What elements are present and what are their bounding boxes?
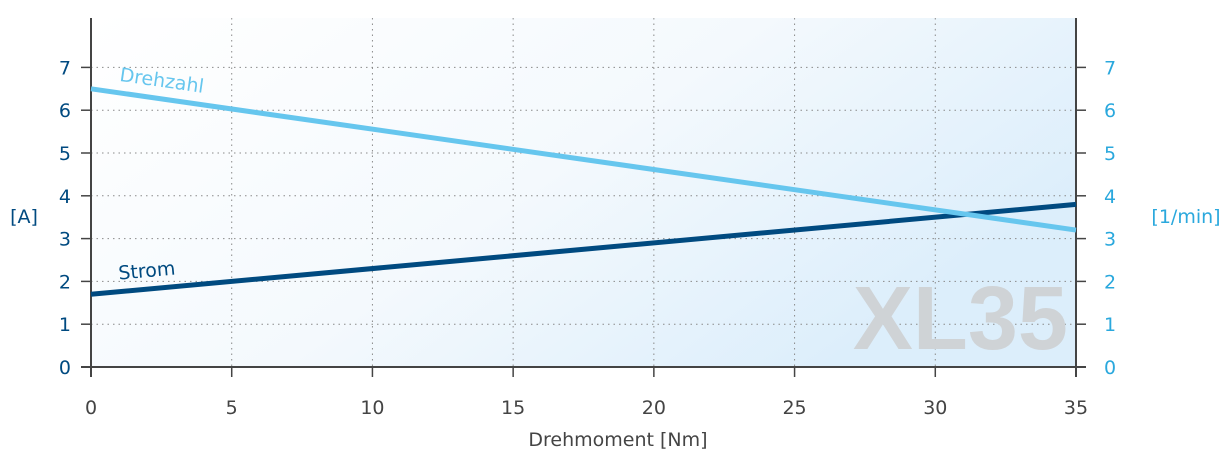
x-tick-label: 30	[923, 397, 947, 419]
left-axis-title: [A]	[10, 206, 38, 228]
tick-labels: 0 1 2 3 4 5 6 7 0 1 2 3 4 5 6 7 0 5 10 15 20 25 30 35	[59, 57, 1116, 419]
right-tick-label: 3	[1104, 229, 1116, 251]
x-tick-label: 15	[501, 397, 525, 419]
series-line-strom	[90, 201, 1077, 297]
right-tick-label: 7	[1104, 57, 1116, 79]
x-tick-label: 10	[360, 397, 384, 419]
plot-background	[91, 18, 1076, 367]
right-tick-label: 6	[1104, 100, 1116, 122]
x-tick-label: 5	[226, 397, 238, 419]
right-tick-label: 5	[1104, 143, 1116, 165]
series-line-drehzahl	[90, 86, 1077, 233]
left-tick-label: 6	[59, 100, 71, 122]
axes	[81, 18, 1086, 377]
x-tick-label: 20	[642, 397, 666, 419]
right-tick-label: 1	[1104, 314, 1116, 336]
x-tick-label: 0	[85, 397, 97, 419]
x-tick-label: 35	[1064, 397, 1088, 419]
left-tick-label: 5	[59, 143, 71, 165]
left-tick-label: 1	[59, 314, 71, 336]
right-tick-label: 4	[1104, 186, 1116, 208]
series-lines	[90, 86, 1077, 297]
left-tick-label: 2	[59, 271, 71, 293]
right-tick-label: 2	[1104, 271, 1116, 293]
grid	[91, 18, 1076, 367]
x-tick-label: 25	[782, 397, 806, 419]
x-axis-title: Drehmoment [Nm]	[528, 429, 707, 451]
left-tick-label: 4	[59, 186, 71, 208]
right-axis-title: [1/min]	[1151, 206, 1220, 228]
left-tick-label: 7	[59, 57, 71, 79]
left-tick-label: 3	[59, 229, 71, 251]
left-tick-label: 0	[59, 357, 71, 379]
right-tick-label: 0	[1104, 357, 1116, 379]
watermark: XL35	[853, 269, 1068, 369]
series-label-strom: Strom	[117, 258, 176, 285]
